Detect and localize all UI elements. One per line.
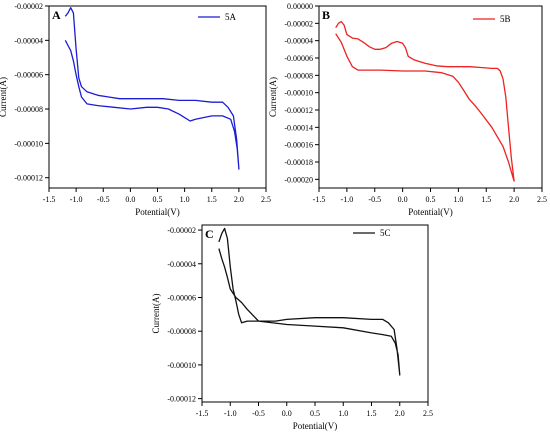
x-tick-label: -1.5 — [196, 409, 209, 418]
x-tick-label: 2.0 — [509, 195, 519, 204]
y-tick-label: -0.00008 — [14, 105, 43, 114]
panel-letter: C — [205, 227, 214, 241]
series-line-5b — [335, 20, 515, 182]
y-tick-label: -0.00012 — [14, 174, 43, 183]
x-tick-label: 1.5 — [481, 195, 491, 204]
x-tick-label: 0.0 — [398, 195, 408, 204]
y-tick-label: -0.00014 — [284, 123, 313, 132]
x-tick-label: 1.0 — [180, 195, 190, 204]
y-tick-label: -0.00018 — [284, 158, 313, 167]
y-axis-label: Current(A) — [268, 77, 278, 117]
y-tick-label: -0.00006 — [167, 293, 196, 302]
x-tick-label: -0.5 — [97, 195, 110, 204]
x-axis-label: Potential(V) — [135, 207, 180, 217]
x-tick-label: 2.0 — [395, 409, 405, 418]
x-tick-label: 1.0 — [453, 195, 463, 204]
x-tick-label: 1.0 — [338, 409, 348, 418]
legend-label: 5A — [225, 12, 237, 22]
legend-label: 5C — [380, 228, 391, 238]
x-tick-label: 2.0 — [234, 195, 244, 204]
panel-a: -1.5 -1.0 -0.5 0.0 0.5 1.0 1.5 2.0 2.5 -0.00002 -0… — [0, 2, 271, 217]
x-axis-label: Potential(V) — [408, 207, 453, 217]
y-tick-label: -0.00008 — [284, 71, 313, 80]
x-tick-label: 0.0 — [125, 195, 135, 204]
y-tick-label: 0.00000 — [287, 2, 313, 11]
y-tick-label: -0.00010 — [14, 139, 43, 148]
series-line-5a — [64, 7, 240, 170]
x-tick-label: 2.5 — [261, 195, 271, 204]
y-tick-label: -0.00010 — [167, 361, 196, 370]
x-tick-label: 1.5 — [367, 409, 377, 418]
panel-letter: B — [322, 8, 330, 22]
y-tick-label: -0.00008 — [167, 327, 196, 336]
y-tick-label: -0.00002 — [14, 2, 43, 11]
x-tick-label: 2.5 — [537, 195, 547, 204]
legend: 5B — [473, 14, 511, 24]
x-tick-label: -1.0 — [341, 195, 354, 204]
x-tick-label: -1.0 — [224, 409, 237, 418]
y-tick-label: -0.00012 — [167, 395, 196, 404]
y-tick-label: -0.00012 — [284, 106, 313, 115]
y-tick-label: -0.00016 — [284, 141, 313, 150]
x-tick-label: -1.5 — [313, 195, 326, 204]
x-tick-label: -0.5 — [368, 195, 381, 204]
y-tick-label: -0.00020 — [284, 175, 313, 184]
panel-b: -1.5 -1.0 -0.5 0.0 0.5 1.0 1.5 2.0 2.5 0.00000 -0.… — [268, 2, 547, 217]
y-tick-label: -0.00002 — [284, 19, 313, 28]
y-tick-label: -0.00006 — [14, 71, 43, 80]
x-tick-label: -0.5 — [252, 409, 265, 418]
x-tick-label: 0.5 — [426, 195, 436, 204]
y-tick-label: -0.00002 — [167, 226, 196, 235]
y-tick-label: -0.00004 — [14, 36, 43, 45]
x-axis-label: Potential(V) — [293, 421, 338, 431]
y-tick-label: -0.00004 — [284, 37, 313, 46]
panel-c: -1.5 -1.0 -0.5 0.0 0.5 1.0 1.5 2.0 2.5 -0.00002 -0… — [151, 224, 433, 431]
x-tick-label: 0.0 — [282, 409, 292, 418]
x-tick-label: 2.5 — [423, 409, 433, 418]
y-tick-label: -0.00004 — [167, 260, 196, 269]
panel-letter: A — [52, 8, 61, 22]
legend-label: 5B — [500, 14, 511, 24]
y-axis-label: Current(A) — [151, 294, 161, 334]
y-tick-label: -0.00006 — [284, 54, 313, 63]
y-axis-label: Current(A) — [0, 77, 8, 117]
y-tick-label: -0.00010 — [284, 89, 313, 98]
x-tick-label: 0.5 — [153, 195, 163, 204]
x-tick-label: -1.5 — [43, 195, 56, 204]
series-line-5c — [218, 227, 401, 376]
x-tick-label: 0.5 — [310, 409, 320, 418]
x-tick-label: -1.0 — [70, 195, 83, 204]
plot-frame — [201, 224, 429, 403]
legend: 5C — [353, 228, 391, 238]
legend: 5A — [198, 12, 237, 22]
x-tick-label: 1.5 — [207, 195, 217, 204]
